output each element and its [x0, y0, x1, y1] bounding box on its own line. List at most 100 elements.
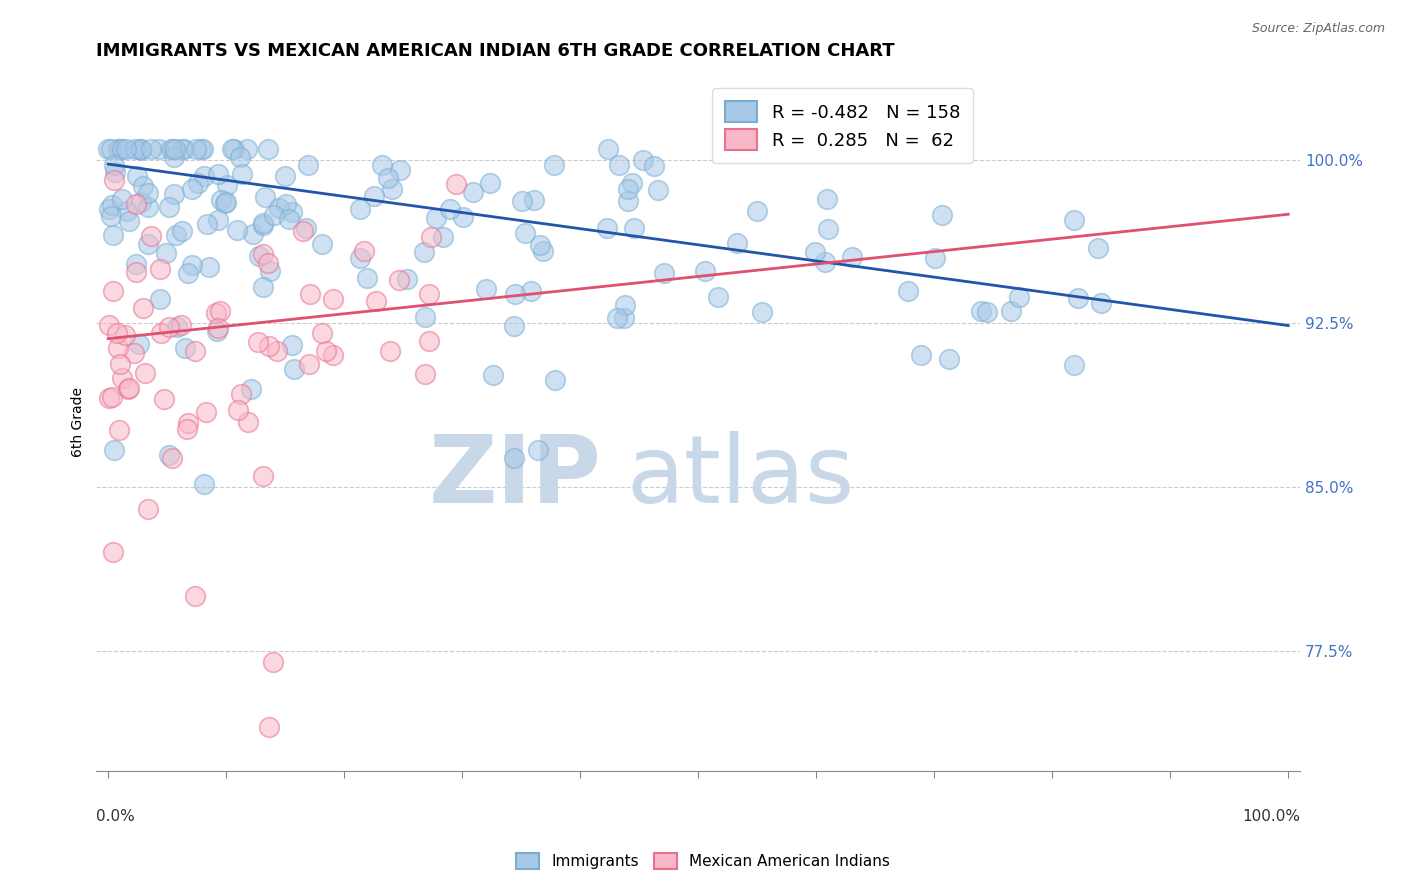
Point: [215, 178, 238, 192]
Point: [136, 501, 159, 516]
Text: 100.0%: 100.0%: [1241, 809, 1301, 824]
Point: [311, 326, 333, 341]
Point: [1063, 212, 1085, 227]
Point: [596, 142, 619, 156]
Point: [647, 183, 669, 197]
Y-axis label: 6th Grade: 6th Grade: [72, 386, 86, 457]
Point: [139, 228, 162, 243]
Point: [817, 222, 839, 236]
Point: [180, 182, 202, 196]
Point: [299, 286, 322, 301]
Point: [631, 153, 654, 167]
Point: [366, 293, 388, 308]
Point: [198, 260, 221, 274]
Point: [157, 200, 180, 214]
Point: [176, 421, 198, 435]
Point: [152, 392, 174, 407]
Point: [122, 345, 145, 359]
Point: [128, 337, 150, 351]
Point: [149, 293, 172, 307]
Text: ZIP: ZIP: [429, 432, 602, 524]
Point: [150, 326, 173, 341]
Point: [246, 334, 269, 349]
Point: [413, 310, 436, 324]
Point: [236, 142, 259, 156]
Point: [191, 142, 214, 156]
Point: [177, 416, 200, 430]
Point: [432, 230, 454, 244]
Point: [224, 142, 246, 156]
Point: [97, 202, 120, 217]
Point: [924, 251, 946, 265]
Point: [165, 227, 187, 242]
Point: [617, 194, 640, 209]
Point: [226, 223, 249, 237]
Point: [209, 304, 232, 318]
Point: [207, 321, 229, 335]
Point: [205, 324, 228, 338]
Point: [613, 311, 636, 326]
Point: [209, 193, 232, 207]
Point: [311, 236, 333, 251]
Point: [596, 220, 619, 235]
Point: [252, 219, 274, 233]
Point: [104, 165, 127, 179]
Point: [439, 202, 461, 217]
Point: [643, 159, 665, 173]
Point: [170, 318, 193, 333]
Point: [240, 382, 263, 396]
Point: [503, 287, 526, 301]
Point: [281, 338, 304, 352]
Point: [353, 244, 375, 259]
Point: [263, 208, 285, 222]
Point: [503, 450, 526, 465]
Point: [252, 247, 274, 261]
Point: [193, 169, 215, 183]
Point: [512, 194, 534, 209]
Point: [110, 142, 132, 156]
Point: [523, 194, 546, 208]
Point: [170, 142, 193, 156]
Point: [103, 158, 125, 172]
Point: [298, 357, 321, 371]
Point: [707, 290, 730, 304]
Point: [502, 319, 524, 334]
Point: [380, 344, 402, 359]
Point: [283, 362, 305, 376]
Point: [520, 284, 543, 298]
Point: [606, 311, 628, 326]
Point: [107, 341, 129, 355]
Point: [97, 318, 120, 332]
Point: [125, 257, 148, 271]
Point: [176, 266, 198, 280]
Point: [160, 450, 183, 465]
Point: [1090, 296, 1112, 310]
Point: [415, 368, 437, 382]
Point: [910, 348, 932, 362]
Text: IMMIGRANTS VS MEXICAN AMERICAN INDIAN 6TH GRADE CORRELATION CHART: IMMIGRANTS VS MEXICAN AMERICAN INDIAN 6T…: [97, 42, 896, 60]
Point: [652, 266, 675, 280]
Point: [529, 238, 551, 252]
Text: Source: ZipAtlas.com: Source: ZipAtlas.com: [1251, 22, 1385, 36]
Point: [247, 249, 270, 263]
Point: [101, 198, 124, 212]
Point: [100, 142, 122, 156]
Point: [259, 264, 281, 278]
Point: [614, 298, 637, 312]
Point: [162, 150, 184, 164]
Point: [108, 423, 131, 437]
Point: [100, 209, 122, 223]
Point: [118, 214, 141, 228]
Point: [125, 197, 148, 211]
Point: [745, 203, 768, 218]
Point: [292, 223, 315, 237]
Point: [125, 265, 148, 279]
Point: [257, 142, 280, 156]
Point: [252, 280, 274, 294]
Point: [195, 217, 218, 231]
Point: [725, 236, 748, 251]
Point: [166, 319, 188, 334]
Point: [204, 305, 226, 319]
Point: [193, 476, 215, 491]
Point: [128, 142, 150, 156]
